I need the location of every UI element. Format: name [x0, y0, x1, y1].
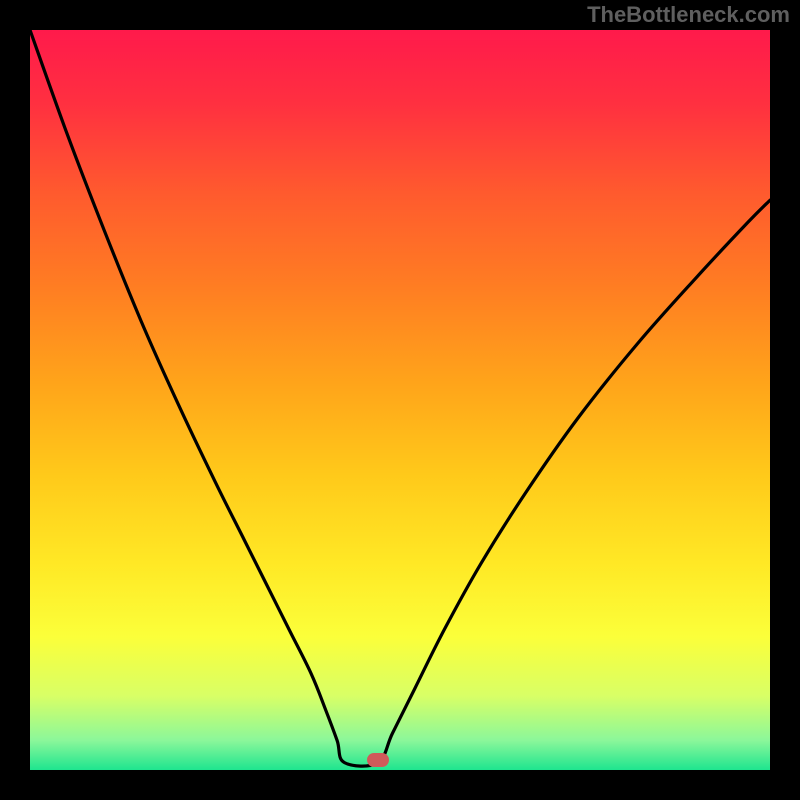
plot-area — [30, 30, 770, 770]
bottleneck-curve — [30, 30, 770, 770]
watermark-text: TheBottleneck.com — [587, 2, 790, 28]
optimal-point-marker — [367, 753, 389, 767]
